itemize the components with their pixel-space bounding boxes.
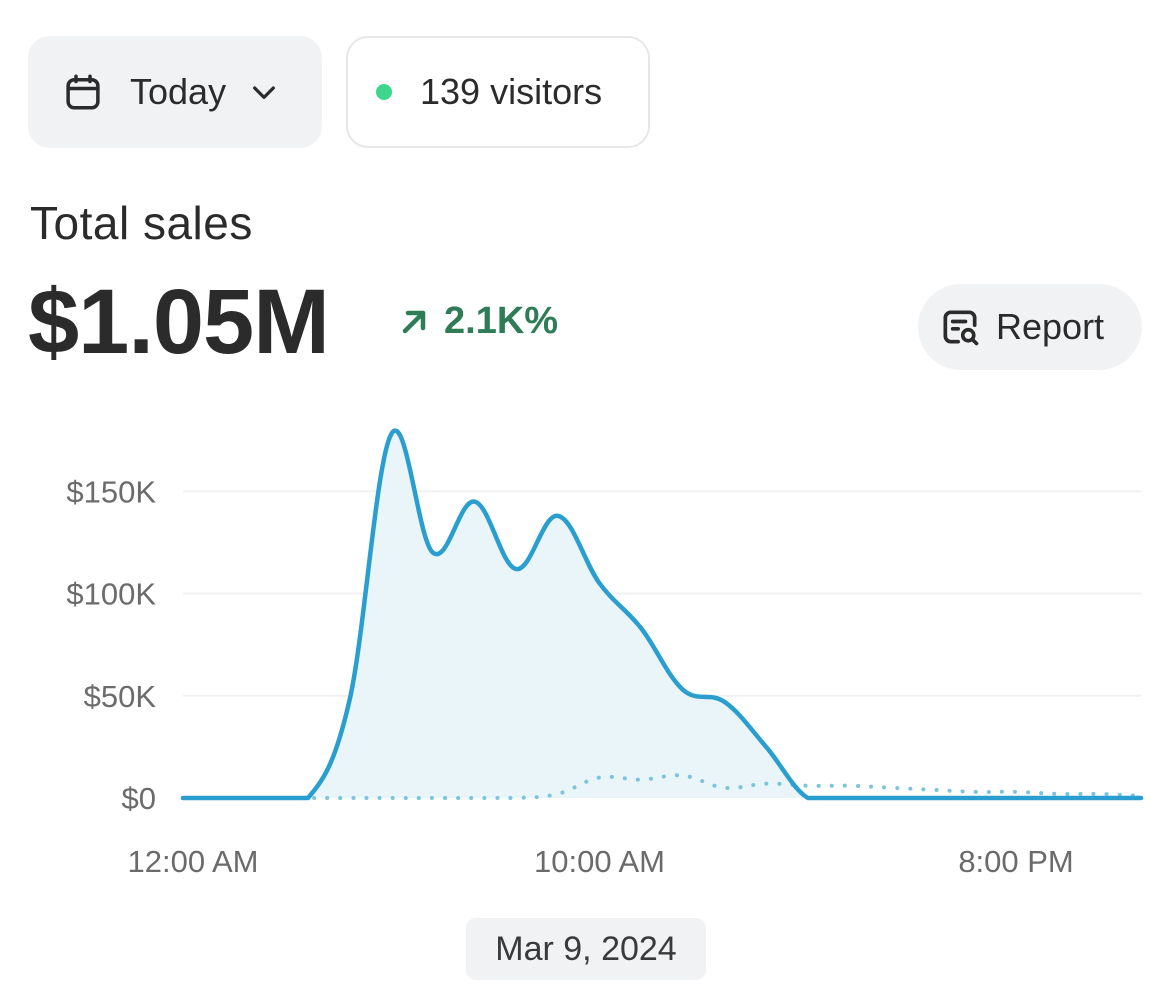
report-button-label: Report [996,306,1105,347]
metric-change-value: 2.1K% [444,300,559,342]
arrow-up-right-icon [402,310,426,333]
metric-title: Total sales [30,197,253,249]
comparison-series-line [181,773,1143,800]
x-tick-label: 8:00 PM [958,844,1073,879]
date-range-label: Today [130,71,227,112]
x-tick-label: 10:00 AM [534,844,665,879]
x-axis-ticks: 12:00 AM 10:00 AM 8:00 PM [128,844,1074,879]
report-button[interactable]: Report [918,284,1142,370]
sales-chart: $0 $50K $100K $150K 12:00 AM 10:00 AM 8:00 PM [66,428,1144,879]
visitors-count: 139 visitors [420,71,603,112]
date-range-dropdown[interactable]: Today [28,36,322,148]
y-tick-label: $100K [66,577,156,612]
sales-area-fill [183,430,1141,798]
y-tick-label: $0 [122,781,156,816]
chevron-down-icon [253,86,276,99]
metric-value: $1.05M [28,271,330,373]
x-tick-label: 12:00 AM [128,844,259,879]
live-status-dot [376,84,392,100]
y-tick-label: $50K [84,679,157,714]
metric-change: 2.1K% [396,300,558,343]
live-visitors-badge[interactable]: 139 visitors [346,36,650,148]
chart-date-label: Mar 9, 2024 [466,918,706,980]
calendar-icon [66,74,100,110]
report-search-icon [943,310,979,346]
y-tick-label: $150K [66,474,156,509]
sales-series-line [180,428,1144,801]
y-axis-ticks: $0 $50K $100K $150K [66,474,156,816]
